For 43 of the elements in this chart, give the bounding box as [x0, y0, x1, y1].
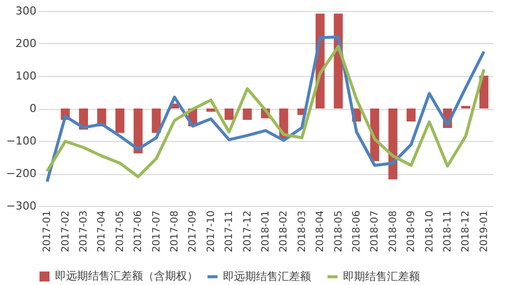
y-tick-label: 300	[16, 4, 36, 18]
x-tick-label: 2017-04	[96, 210, 108, 252]
x-tick-label: 2018-02	[278, 210, 290, 252]
y-tick-label: −300	[6, 200, 36, 212]
x-tick-label: 2018-05	[333, 210, 344, 252]
x-tick-label: 2017-08	[170, 210, 180, 252]
bar	[242, 108, 252, 120]
x-tick-label: 2017-10	[206, 210, 217, 252]
x-tick-label: 2017-06	[133, 210, 144, 252]
x-tick-label: 2017-09	[188, 210, 199, 252]
bar	[406, 108, 416, 122]
x-tick-label: 2018-08	[388, 210, 399, 252]
x-tick-label: 2018-10	[424, 210, 436, 252]
bar	[206, 108, 216, 112]
x-tick-label: 2018-11	[442, 210, 454, 252]
legend-label: 即远期结售汇差额（含期权）	[55, 270, 198, 282]
x-tick-label: 2018-12	[460, 210, 472, 252]
x-tick-label: 2017-05	[114, 210, 126, 252]
x-tick-label: 2017-03	[78, 210, 90, 252]
legend-label: 即期结售汇差额	[343, 270, 420, 283]
x-tick-label: 2017-01	[42, 210, 54, 252]
bar	[152, 108, 161, 133]
y-tick-label: −100	[6, 134, 36, 148]
bar	[224, 108, 234, 120]
x-tick-label: 2018-06	[352, 210, 362, 252]
x-tick-label: 2017-11	[224, 210, 236, 252]
x-tick-label: 2017-12	[242, 210, 254, 252]
legend-label: 即远期结售汇差额	[223, 270, 311, 283]
x-tick-label: 2018-09	[406, 210, 418, 252]
x-tick-label: 2018-07	[370, 210, 381, 252]
bar	[134, 108, 143, 154]
x-tick-label: 2019-01	[478, 210, 490, 252]
x-tick-label: 2017-07	[151, 210, 162, 252]
y-tick-label: 0	[30, 102, 36, 115]
y-tick-label: −200	[6, 167, 36, 180]
x-tick-label: 2018-01	[260, 210, 272, 252]
x-tick-label: 2017-02	[60, 210, 72, 252]
y-tick-label: 200	[16, 37, 36, 50]
y-tick-label: 100	[16, 70, 36, 82]
x-tick-label: 2018-03	[296, 210, 308, 252]
bar	[115, 108, 124, 133]
bar	[461, 106, 470, 108]
x-tick-label: 2018-04	[315, 210, 326, 252]
